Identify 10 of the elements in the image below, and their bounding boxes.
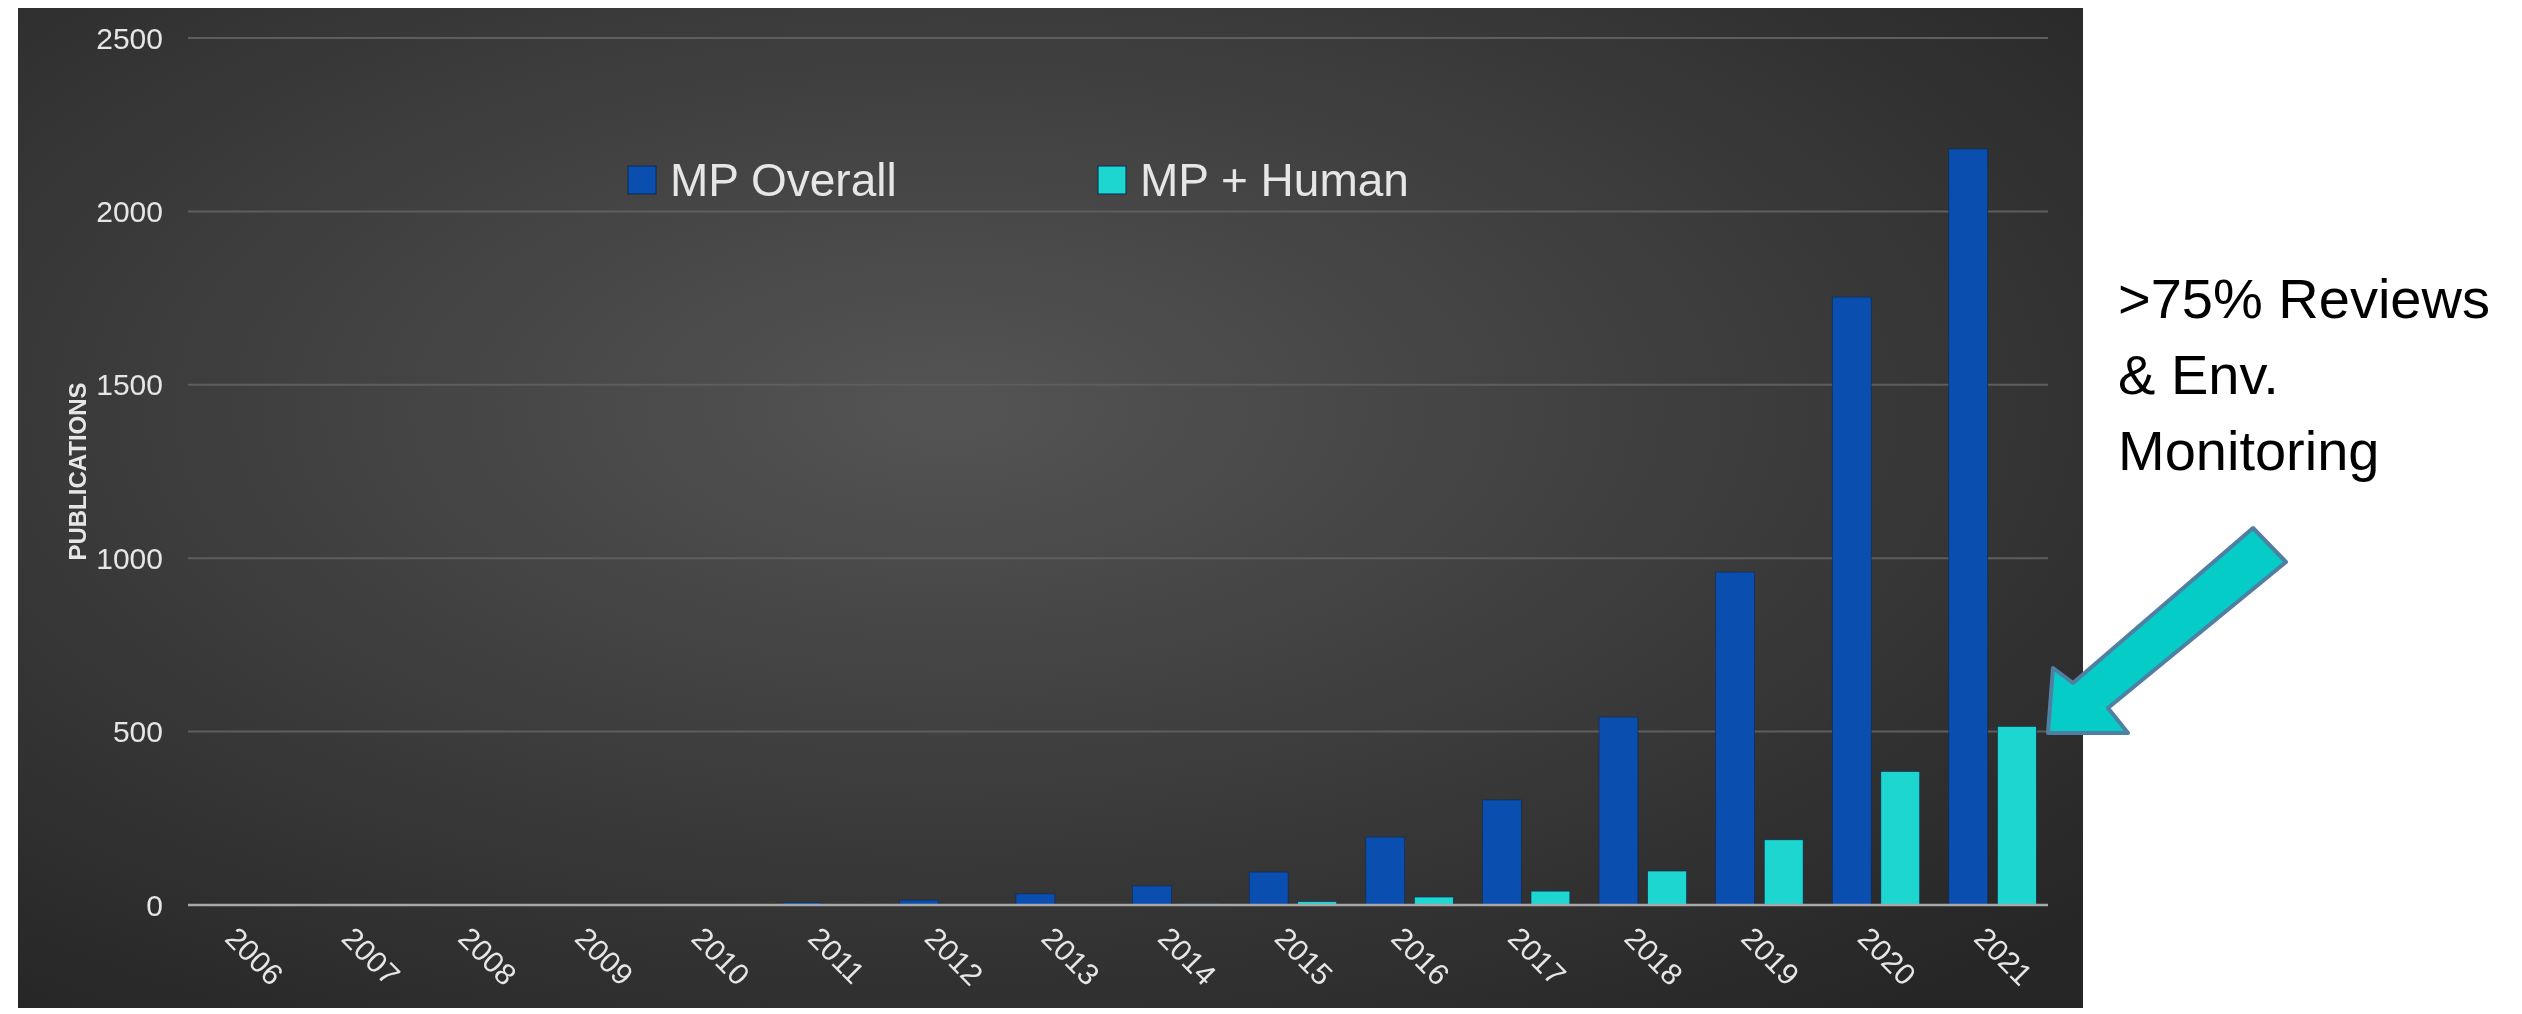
legend-label: MP Overall (670, 154, 897, 207)
y-tick-label: 1500 (96, 368, 163, 402)
text: >75% Reviews & Env. Monitoring (2118, 267, 2490, 482)
legend-label: MP + Human (1140, 154, 1409, 207)
y-tick-label: 2500 (96, 21, 163, 55)
y-tick-label: 500 (112, 715, 163, 749)
y-tick-label: 1000 (96, 541, 163, 575)
y-axis-title: PUBLICATIONS (64, 382, 91, 561)
y-tick-label: 2000 (96, 194, 163, 228)
y-tick-label: 0 (146, 888, 163, 922)
